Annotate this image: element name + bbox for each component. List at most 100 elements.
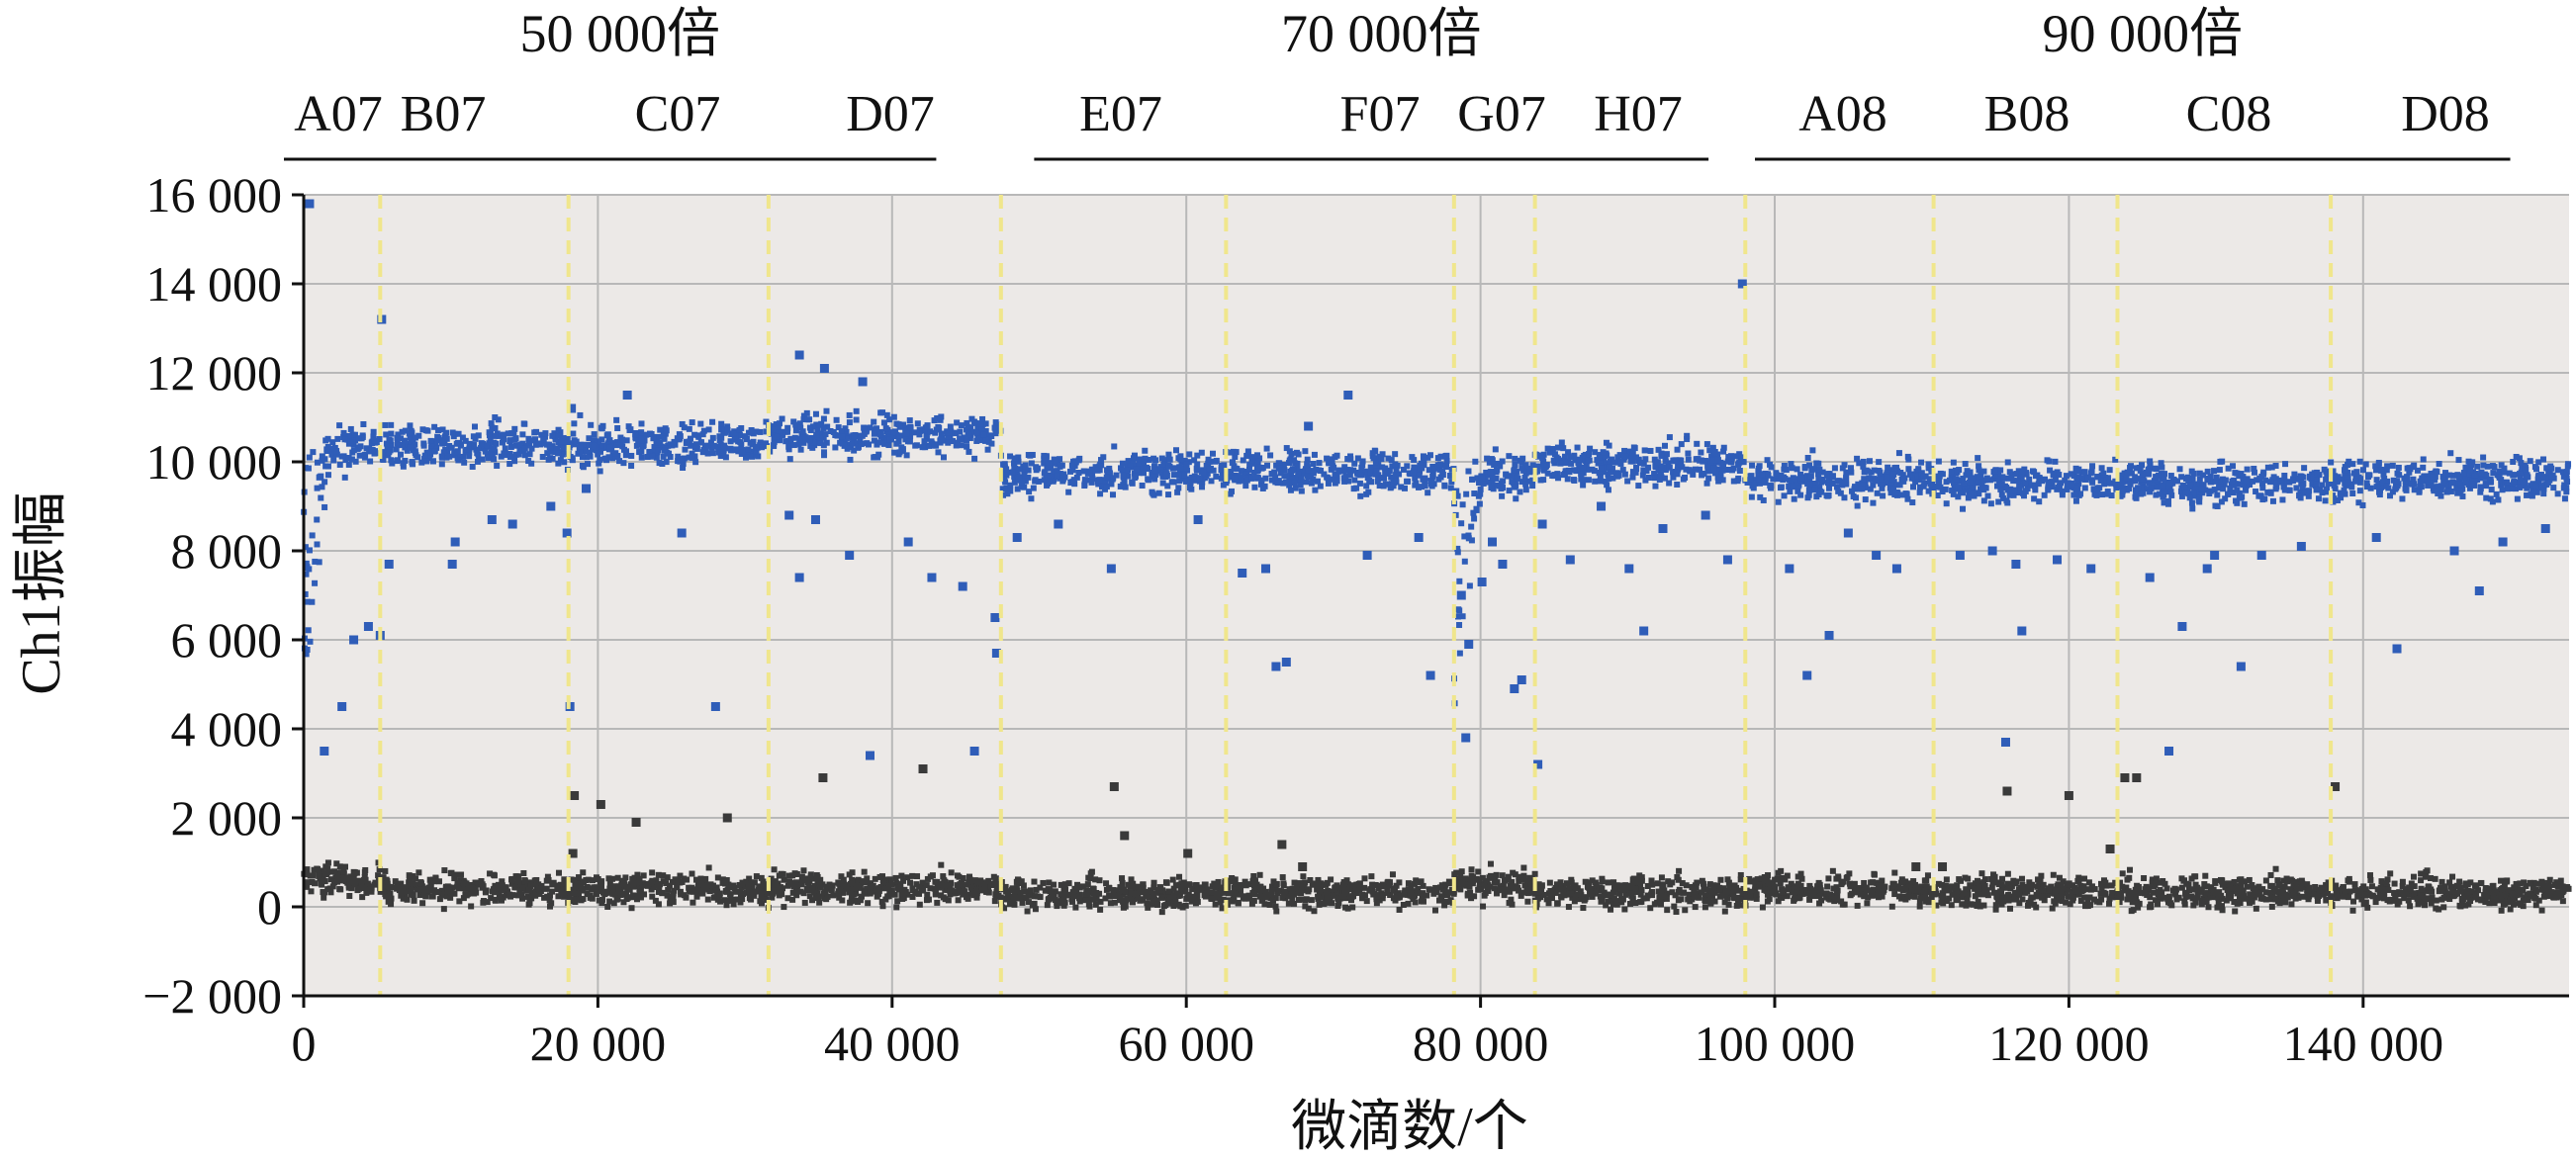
droplet-positive bbox=[455, 457, 462, 464]
droplet-negative bbox=[1589, 891, 1596, 898]
droplet-negative bbox=[1420, 890, 1426, 897]
droplet-negative bbox=[990, 873, 997, 880]
droplet-negative bbox=[1876, 882, 1883, 889]
droplet-negative bbox=[1725, 879, 1732, 886]
droplet-positive bbox=[1637, 460, 1644, 467]
droplet-positive bbox=[691, 431, 698, 438]
droplet-positive bbox=[963, 437, 969, 444]
droplet-positive bbox=[748, 448, 755, 455]
droplet-positive bbox=[1884, 474, 1890, 481]
droplet-negative bbox=[605, 875, 612, 882]
droplet-negative bbox=[541, 894, 548, 901]
droplet-positive bbox=[302, 544, 309, 551]
droplet-positive bbox=[906, 438, 913, 445]
droplet-positive bbox=[1639, 472, 1646, 479]
droplet-positive bbox=[1876, 467, 1883, 474]
droplet-positive bbox=[647, 430, 654, 437]
droplet-negative bbox=[1498, 886, 1505, 893]
droplet-positive bbox=[1550, 457, 1557, 464]
droplet-negative bbox=[579, 887, 586, 894]
droplet-positive bbox=[695, 433, 702, 440]
droplet-positive bbox=[1895, 450, 1902, 457]
droplet-negative bbox=[1610, 889, 1616, 896]
droplet-negative bbox=[1603, 902, 1610, 909]
droplet-negative bbox=[769, 894, 776, 901]
droplet-positive bbox=[665, 442, 672, 449]
droplet-positive bbox=[1191, 476, 1198, 483]
droplet-negative bbox=[1643, 895, 1650, 902]
droplet-positive bbox=[1815, 471, 1822, 478]
droplet-positive bbox=[858, 441, 865, 448]
droplet-negative bbox=[873, 886, 879, 893]
positive-cluster-F07 bbox=[1223, 445, 1457, 499]
droplet-negative bbox=[686, 884, 692, 891]
droplet-negative bbox=[610, 900, 617, 907]
droplet-positive bbox=[856, 432, 863, 439]
droplet-positive bbox=[681, 455, 688, 462]
droplet-negative bbox=[863, 879, 870, 886]
droplet-negative bbox=[380, 874, 387, 881]
droplet-negative bbox=[1621, 906, 1628, 913]
droplet-positive bbox=[511, 436, 518, 443]
droplet-positive bbox=[1258, 477, 1265, 484]
droplet-positive bbox=[303, 465, 310, 472]
droplet-negative bbox=[865, 900, 872, 907]
droplet-negative bbox=[1798, 875, 1805, 882]
droplet-negative bbox=[885, 882, 892, 889]
droplet-negative bbox=[1122, 903, 1129, 910]
droplet-positive bbox=[1806, 481, 1813, 488]
droplet-positive bbox=[456, 454, 463, 461]
droplet-positive bbox=[1897, 470, 1904, 477]
droplet-positive bbox=[1234, 466, 1241, 473]
droplet-positive bbox=[1488, 485, 1495, 491]
droplet-positive bbox=[958, 442, 965, 449]
droplet-negative bbox=[1396, 879, 1403, 886]
droplet-positive bbox=[528, 445, 535, 452]
droplet-negative bbox=[1128, 876, 1135, 883]
droplet-positive bbox=[1687, 468, 1694, 475]
droplet-positive bbox=[1645, 474, 1652, 481]
droplet-negative bbox=[1060, 902, 1067, 909]
droplet-positive bbox=[1293, 475, 1300, 482]
droplet-negative bbox=[1412, 892, 1419, 899]
droplet-negative bbox=[884, 876, 891, 883]
droplet-negative bbox=[1626, 886, 1633, 893]
droplet-positive bbox=[1591, 468, 1598, 475]
droplet-positive bbox=[1231, 475, 1238, 482]
droplet-positive bbox=[1910, 484, 1917, 490]
droplet-positive bbox=[638, 437, 645, 444]
droplet-negative bbox=[773, 883, 780, 890]
droplet-positive bbox=[1294, 463, 1301, 470]
droplet-positive bbox=[418, 459, 425, 466]
droplet-positive bbox=[697, 439, 704, 446]
droplet-negative bbox=[819, 881, 826, 888]
droplet-negative bbox=[492, 897, 499, 904]
droplet-negative bbox=[1348, 894, 1355, 901]
droplet-positive bbox=[838, 428, 845, 435]
droplet-negative bbox=[1215, 878, 1222, 885]
droplet-positive bbox=[1488, 479, 1495, 486]
droplet-positive bbox=[711, 443, 718, 450]
droplet-negative bbox=[1462, 875, 1469, 882]
droplet-negative bbox=[1847, 883, 1854, 890]
droplet-positive bbox=[482, 448, 489, 455]
droplet-positive bbox=[1125, 473, 1132, 480]
droplet-negative bbox=[1014, 887, 1021, 894]
droplet-negative bbox=[855, 876, 862, 883]
droplet-negative bbox=[758, 893, 765, 900]
droplet-positive bbox=[376, 435, 383, 442]
droplet-negative bbox=[1111, 892, 1118, 899]
droplet-positive bbox=[606, 437, 613, 444]
droplet-negative bbox=[1058, 897, 1065, 904]
droplet-positive bbox=[1770, 476, 1777, 483]
droplet-positive bbox=[542, 430, 549, 437]
droplet-negative bbox=[1073, 888, 1080, 895]
droplet-positive bbox=[1295, 451, 1302, 458]
droplet-negative bbox=[1548, 895, 1555, 902]
droplet-negative bbox=[1799, 890, 1806, 897]
droplet-positive bbox=[466, 440, 473, 447]
droplet-positive bbox=[1044, 465, 1051, 472]
droplet-positive bbox=[1916, 489, 1923, 495]
droplet-positive bbox=[1571, 453, 1578, 460]
droplet-negative bbox=[1272, 903, 1279, 910]
